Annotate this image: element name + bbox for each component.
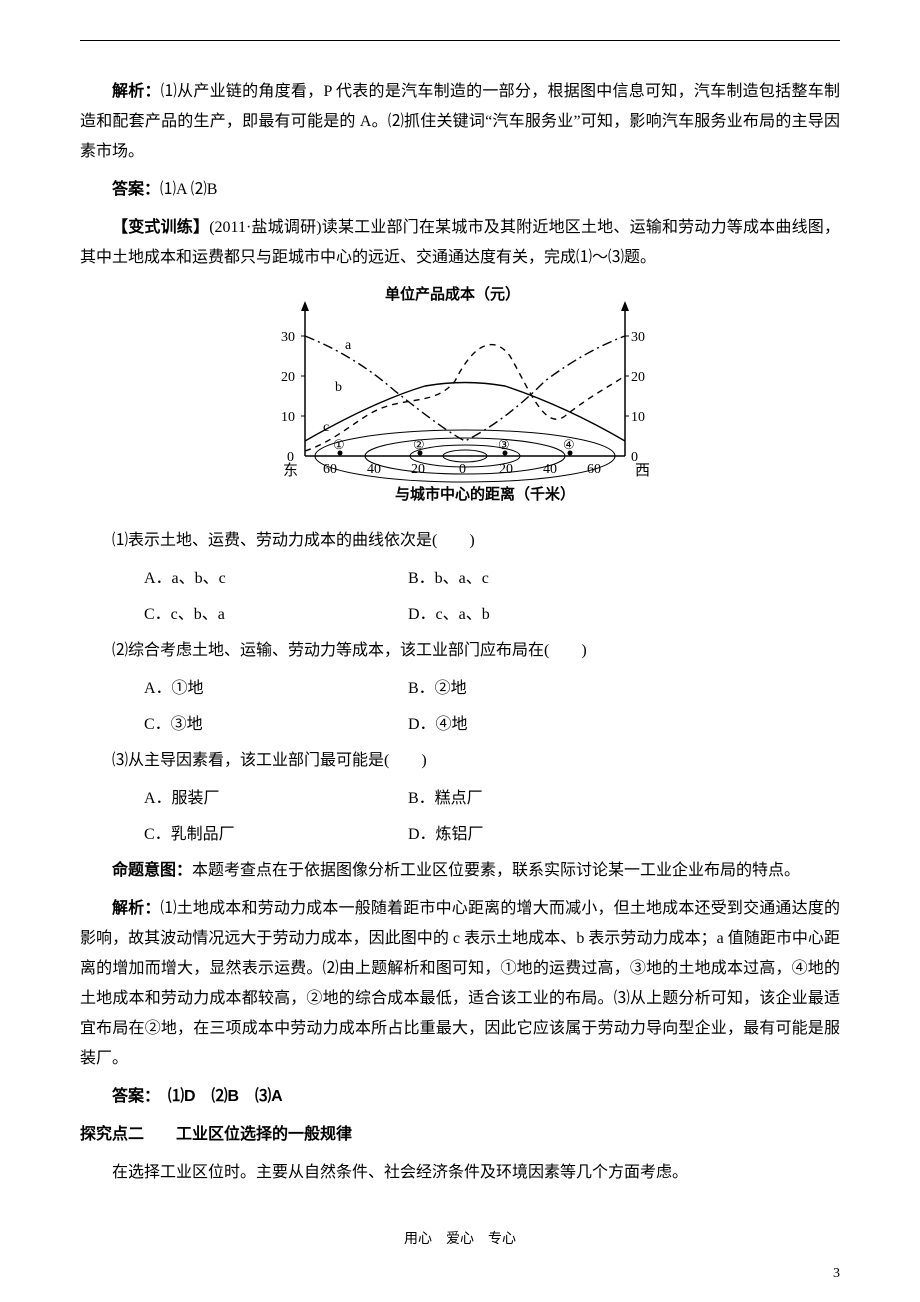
chart-title: 单位产品成本（元）: [385, 285, 520, 303]
q3-b: B．糕点厂: [376, 784, 483, 814]
label-answer: 答案：: [112, 181, 160, 198]
ytick-r: 10: [631, 410, 645, 425]
answer-2: 答案： ⑴D ⑵B ⑶A: [80, 1082, 840, 1112]
horizontal-rule: [80, 40, 840, 41]
west-label: 西: [635, 463, 650, 479]
q1-d: D．c、a、b: [376, 600, 490, 630]
pt-4: ④: [563, 437, 575, 452]
analysis-2: 解析：⑴土地成本和劳动力成本一般随着距市中心距离的增大而减小，但土地成本还受到交…: [80, 894, 840, 1074]
chart-svg: 单位产品成本（元） 0 10 20 30 0 10 20 30: [245, 281, 675, 511]
variant-stem: 【变式训练】(2011·盐城调研)读某工业部门在某城市及其附近地区土地、运输和劳…: [80, 213, 840, 273]
footer-motto: 用心 爱心 专心: [80, 1228, 840, 1248]
ytick: 30: [281, 330, 295, 345]
q3-a: A．服装厂: [112, 784, 372, 814]
xtick: 20: [411, 462, 425, 477]
ytick-r: 30: [631, 330, 645, 345]
topic-2-body: 在选择工业区位时。主要从自然条件、社会经济条件及环境因素等几个方面考虑。: [80, 1158, 840, 1188]
label-a: a: [345, 338, 352, 353]
answer-2-text: 答案： ⑴D ⑵B ⑶A: [112, 1088, 283, 1105]
q1-a: A．a、b、c: [112, 564, 372, 594]
q2-row1: A．①地 B．②地: [80, 674, 840, 704]
analysis-1: 解析：解析：⑴从产业链的角度看，P 代表的是汽车制造的一部分，根据图中信息可知，…: [80, 77, 840, 167]
x-axis-label: 与城市中心的距离（千米）: [395, 485, 575, 503]
intent: 命题意图：本题考查点在于依据图像分析工业区位要素，联系实际讨论某一工业企业布局的…: [80, 856, 840, 886]
label-intent: 命题意图：: [112, 862, 192, 879]
topic-2-title: 探究点二 工业区位选择的一般规律: [80, 1126, 352, 1143]
q2-a: A．①地: [112, 674, 372, 704]
q2-d: D．④地: [376, 710, 468, 740]
label-analysis: 解析：: [112, 83, 161, 100]
intent-body: 本题考查点在于依据图像分析工业区位要素，联系实际讨论某一工业企业布局的特点。: [192, 862, 800, 879]
pt-2: ②: [413, 437, 425, 452]
q3-row1: A．服装厂 B．糕点厂: [80, 784, 840, 814]
q2-row2: C．③地 D．④地: [80, 710, 840, 740]
page-number: 3: [833, 1266, 840, 1282]
curve-c: [305, 345, 625, 451]
label-b: b: [335, 380, 342, 395]
q2-c: C．③地: [112, 710, 372, 740]
q2: ⑵综合考虑土地、运输、劳动力等成本，该工业部门应布局在( ): [80, 636, 840, 666]
pt-3: ③: [498, 437, 510, 452]
ytick-r: 20: [631, 370, 645, 385]
q3-d: D．炼铝厂: [376, 820, 484, 850]
q1-row1: A．a、b、c B．b、a、c: [80, 564, 840, 594]
ytick: 20: [281, 370, 295, 385]
q2-b: B．②地: [376, 674, 467, 704]
q1-c: C．c、b、a: [112, 600, 372, 630]
ytick: 10: [281, 410, 295, 425]
answer-1: 答案：⑴A ⑵B: [80, 175, 840, 205]
q1-row2: C．c、b、a D．c、a、b: [80, 600, 840, 630]
east-label: 东: [283, 462, 298, 479]
q3-c: C．乳制品厂: [112, 820, 372, 850]
curve-a: [305, 336, 625, 441]
q3: ⑶从主导因素看，该工业部门最可能是( ): [80, 746, 840, 776]
q3-row2: C．乳制品厂 D．炼铝厂: [80, 820, 840, 850]
pt-1: ①: [333, 437, 345, 452]
cost-chart: 单位产品成本（元） 0 10 20 30 0 10 20 30: [80, 281, 840, 516]
topic-2-heading: 探究点二 工业区位选择的一般规律: [80, 1120, 840, 1150]
label-analysis-2: 解析：: [112, 900, 161, 917]
xtick: 40: [367, 462, 381, 477]
analysis-2-body: ⑴土地成本和劳动力成本一般随着距市中心距离的增大而减小，但土地成本还受到交通通达…: [80, 900, 840, 1067]
curve-b: [305, 383, 625, 442]
q1-b: B．b、a、c: [376, 564, 489, 594]
xtick: 0: [459, 462, 466, 477]
label-c: c: [323, 420, 329, 435]
label-variant: 【变式训练】: [112, 219, 209, 236]
q1: ⑴表示土地、运费、劳动力成本的曲线依次是( ): [80, 526, 840, 556]
answer-1-text: ⑴A ⑵B: [160, 181, 217, 198]
